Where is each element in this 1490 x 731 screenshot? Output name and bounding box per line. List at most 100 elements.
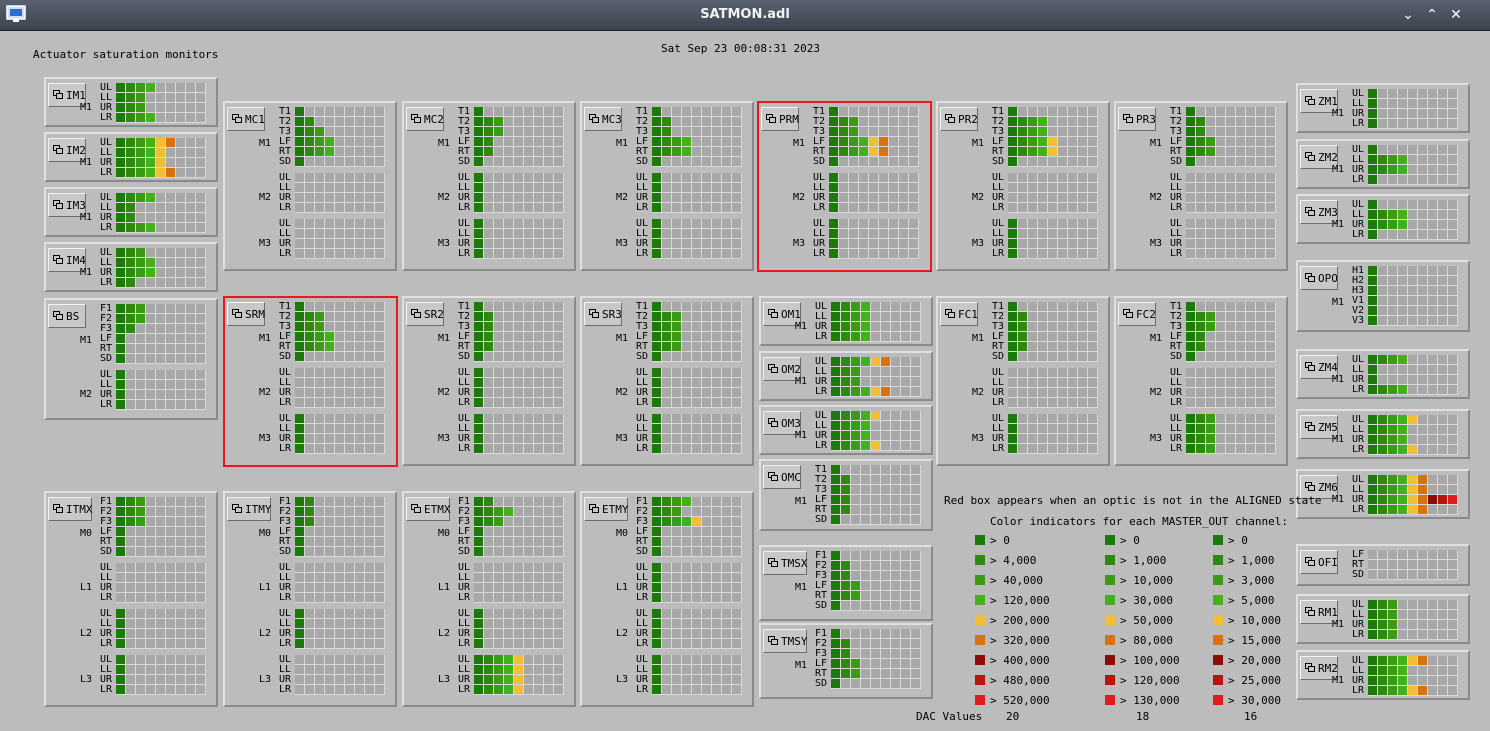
saturation-bar	[474, 368, 564, 378]
legend-swatch	[975, 555, 985, 565]
open-prm-button[interactable]: PRM	[761, 107, 799, 131]
saturation-cell	[514, 547, 524, 557]
open-ofi-button[interactable]: OFI	[1300, 550, 1338, 574]
maximize-button[interactable]: ⌃	[1426, 7, 1438, 23]
timestamp: Sat Sep 23 00:08:31 2023	[661, 42, 820, 55]
saturation-cell	[375, 203, 385, 213]
saturation-bar	[1008, 107, 1098, 117]
legend-swatch	[1213, 575, 1223, 585]
open-om2-button[interactable]: OM2	[763, 357, 801, 381]
open-fc1-button[interactable]: FC1	[940, 302, 978, 326]
open-zm1-button[interactable]: ZM1	[1300, 89, 1338, 113]
saturation-cell	[1018, 173, 1028, 183]
open-sr2-button[interactable]: SR2	[406, 302, 444, 326]
open-rm2-button[interactable]: RM2	[1300, 656, 1338, 680]
saturation-cell	[345, 639, 355, 649]
saturation-cell	[116, 547, 126, 557]
saturation-cell	[1368, 296, 1378, 306]
open-zm6-button[interactable]: ZM6	[1300, 475, 1338, 499]
saturation-cell	[911, 411, 921, 421]
open-mc1-button[interactable]: MC1	[227, 107, 265, 131]
saturation-cell	[732, 229, 742, 239]
open-bs-button[interactable]: BS	[48, 304, 86, 328]
open-srm-button[interactable]: SRM	[227, 302, 265, 326]
saturation-cell	[1206, 444, 1216, 454]
saturation-cell	[1186, 414, 1196, 424]
minimize-button[interactable]: ⌄	[1402, 7, 1414, 23]
open-zm5-button[interactable]: ZM5	[1300, 415, 1338, 439]
saturation-cell	[841, 601, 851, 611]
open-tmsy-button[interactable]: TMSY	[763, 629, 808, 653]
open-pr2-button[interactable]: PR2	[940, 107, 978, 131]
open-fc2-button[interactable]: FC2	[1118, 302, 1156, 326]
open-mc2-button[interactable]: MC2	[406, 107, 444, 131]
open-mc3-button[interactable]: MC3	[584, 107, 622, 131]
open-sr3-button[interactable]: SR3	[584, 302, 622, 326]
saturation-cell	[672, 352, 682, 362]
saturation-cell	[1428, 375, 1438, 385]
open-zm4-button[interactable]: ZM4	[1300, 355, 1338, 379]
channel-label: UR	[1352, 374, 1365, 385]
channel-label: RT	[279, 341, 292, 352]
saturation-cell	[652, 249, 662, 259]
saturation-cell	[474, 414, 484, 424]
open-zm3-button[interactable]: ZM3	[1300, 200, 1338, 224]
saturation-cell	[712, 332, 722, 342]
saturation-cell	[831, 659, 841, 669]
open-tmsx-button[interactable]: TMSX	[763, 551, 808, 575]
saturation-cell	[196, 655, 206, 665]
saturation-cell	[365, 229, 375, 239]
saturation-cell	[1428, 306, 1438, 316]
saturation-cell	[839, 147, 849, 157]
channel-label: LL	[636, 618, 649, 629]
saturation-cell	[295, 302, 305, 312]
saturation-cell	[1236, 312, 1246, 322]
saturation-cell	[1438, 119, 1448, 129]
open-om3-button[interactable]: OM3	[763, 411, 801, 435]
saturation-cell	[504, 434, 514, 444]
related-display-icon	[411, 504, 421, 513]
open-omc-button[interactable]: OMC	[763, 465, 801, 489]
saturation-cell	[841, 357, 851, 367]
saturation-cell	[662, 147, 672, 157]
open-pr3-button[interactable]: PR3	[1118, 107, 1156, 131]
open-im3-button[interactable]: IM3	[48, 193, 86, 217]
close-button[interactable]: ✕	[1450, 7, 1462, 23]
saturation-cell	[722, 609, 732, 619]
open-etmx-button[interactable]: ETMX	[406, 497, 451, 521]
saturation-cell	[116, 527, 126, 537]
saturation-cell	[1428, 286, 1438, 296]
saturation-cell	[881, 411, 891, 421]
saturation-bar	[1368, 570, 1458, 580]
saturation-cell	[1368, 485, 1378, 495]
saturation-cell	[1388, 175, 1398, 185]
open-im4-button[interactable]: IM4	[48, 248, 86, 272]
open-itmx-button[interactable]: ITMX	[48, 497, 93, 521]
saturation-cell	[534, 183, 544, 193]
channel-label: T2	[992, 116, 1005, 127]
saturation-cell	[1088, 127, 1098, 137]
saturation-bar	[1186, 239, 1276, 249]
saturation-cell	[1068, 117, 1078, 127]
saturation-cell	[1398, 550, 1408, 560]
open-im2-button[interactable]: IM2	[48, 138, 86, 162]
saturation-cell	[176, 324, 186, 334]
open-etmy-button[interactable]: ETMY	[584, 497, 629, 521]
saturation-cell	[1058, 173, 1068, 183]
saturation-cell	[1038, 302, 1048, 312]
open-om1-button[interactable]: OM1	[763, 302, 801, 326]
saturation-cell	[375, 655, 385, 665]
open-im1-button[interactable]: IM1	[48, 83, 86, 107]
open-rm1-button[interactable]: RM1	[1300, 600, 1338, 624]
saturation-cell	[1216, 117, 1226, 127]
saturation-cell	[315, 655, 325, 665]
open-zm2-button[interactable]: ZM2	[1300, 145, 1338, 169]
saturation-cell	[365, 239, 375, 249]
open-opo-button[interactable]: OPO	[1300, 266, 1338, 290]
channel-label: UR	[1352, 675, 1365, 686]
open-itmy-button[interactable]: ITMY	[227, 497, 272, 521]
saturation-cell	[1196, 239, 1206, 249]
saturation-cell	[831, 332, 841, 342]
saturation-cell	[1378, 306, 1388, 316]
saturation-cell	[504, 573, 514, 583]
